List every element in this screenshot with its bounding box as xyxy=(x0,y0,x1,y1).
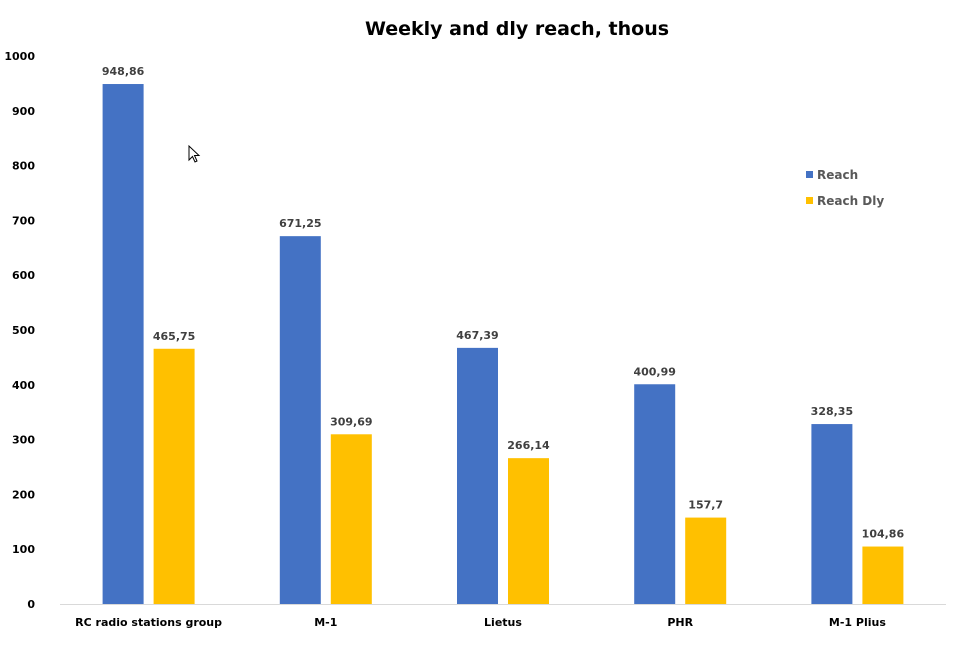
x-axis-categories: RC radio stations group M-1 Lietus PHR M-1 P… xyxy=(75,616,886,629)
bars xyxy=(102,84,904,604)
bar-reach-3 xyxy=(634,384,676,604)
category-label-1: M-1 xyxy=(314,616,337,629)
y-tick-label-3: 300 xyxy=(12,434,35,447)
bar-reach-4 xyxy=(811,424,853,604)
legend-label-0: Reach xyxy=(817,168,858,182)
data-label-reach-dly-3: 157,7 xyxy=(688,499,723,512)
bar-reach-dly-0 xyxy=(153,348,195,604)
data-labels: 948,86 465,75 671,25 309,69 467,39 266,14 400,… xyxy=(102,65,905,541)
y-tick-label-9: 900 xyxy=(12,105,35,118)
mouse-pointer-icon xyxy=(188,144,201,163)
category-label-0: RC radio stations group xyxy=(75,616,222,629)
data-label-reach-dly-1: 309,69 xyxy=(330,415,372,428)
y-tick-label-10: 1000 xyxy=(4,50,35,63)
data-label-reach-dly-0: 465,75 xyxy=(153,330,195,343)
data-label-reach-2: 467,39 xyxy=(456,329,498,342)
legend-swatch-1 xyxy=(806,197,813,204)
chart-title: Weekly and dly reach, thous xyxy=(365,18,669,40)
data-label-reach-0: 948,86 xyxy=(102,65,145,78)
data-label-reach-dly-4: 104,86 xyxy=(862,528,905,541)
category-label-2: Lietus xyxy=(484,616,522,629)
data-label-reach-4: 328,35 xyxy=(811,405,853,418)
y-axis-ticks: 0 100 200 300 400 500 600 700 800 900 1000 xyxy=(4,50,35,611)
bar-reach-0 xyxy=(102,84,144,604)
y-tick-label-2: 200 xyxy=(12,488,35,501)
bar-reach-1 xyxy=(279,236,321,604)
legend-swatch-0 xyxy=(806,171,813,178)
bar-reach-dly-2 xyxy=(508,458,549,604)
y-tick-label-7: 700 xyxy=(12,214,35,227)
y-tick-label-5: 500 xyxy=(12,324,35,337)
category-label-3: PHR xyxy=(667,616,693,629)
legend: Reach Reach Dly xyxy=(806,168,884,208)
y-tick-label-6: 600 xyxy=(12,269,35,282)
y-tick-label-0: 0 xyxy=(27,598,35,611)
bar-reach-2 xyxy=(457,347,498,604)
bar-reach-dly-3 xyxy=(685,517,727,604)
y-tick-label-4: 400 xyxy=(12,379,35,392)
data-label-reach-1: 671,25 xyxy=(279,217,321,230)
y-tick-label-8: 800 xyxy=(12,160,35,173)
bar-reach-dly-4 xyxy=(862,546,904,604)
bar-reach-dly-1 xyxy=(330,434,372,604)
data-label-reach-3: 400,99 xyxy=(633,365,675,378)
data-label-reach-dly-2: 266,14 xyxy=(507,439,550,452)
y-tick-label-1: 100 xyxy=(12,543,35,556)
category-label-4: M-1 Plius xyxy=(829,616,886,629)
legend-label-1: Reach Dly xyxy=(817,194,884,208)
